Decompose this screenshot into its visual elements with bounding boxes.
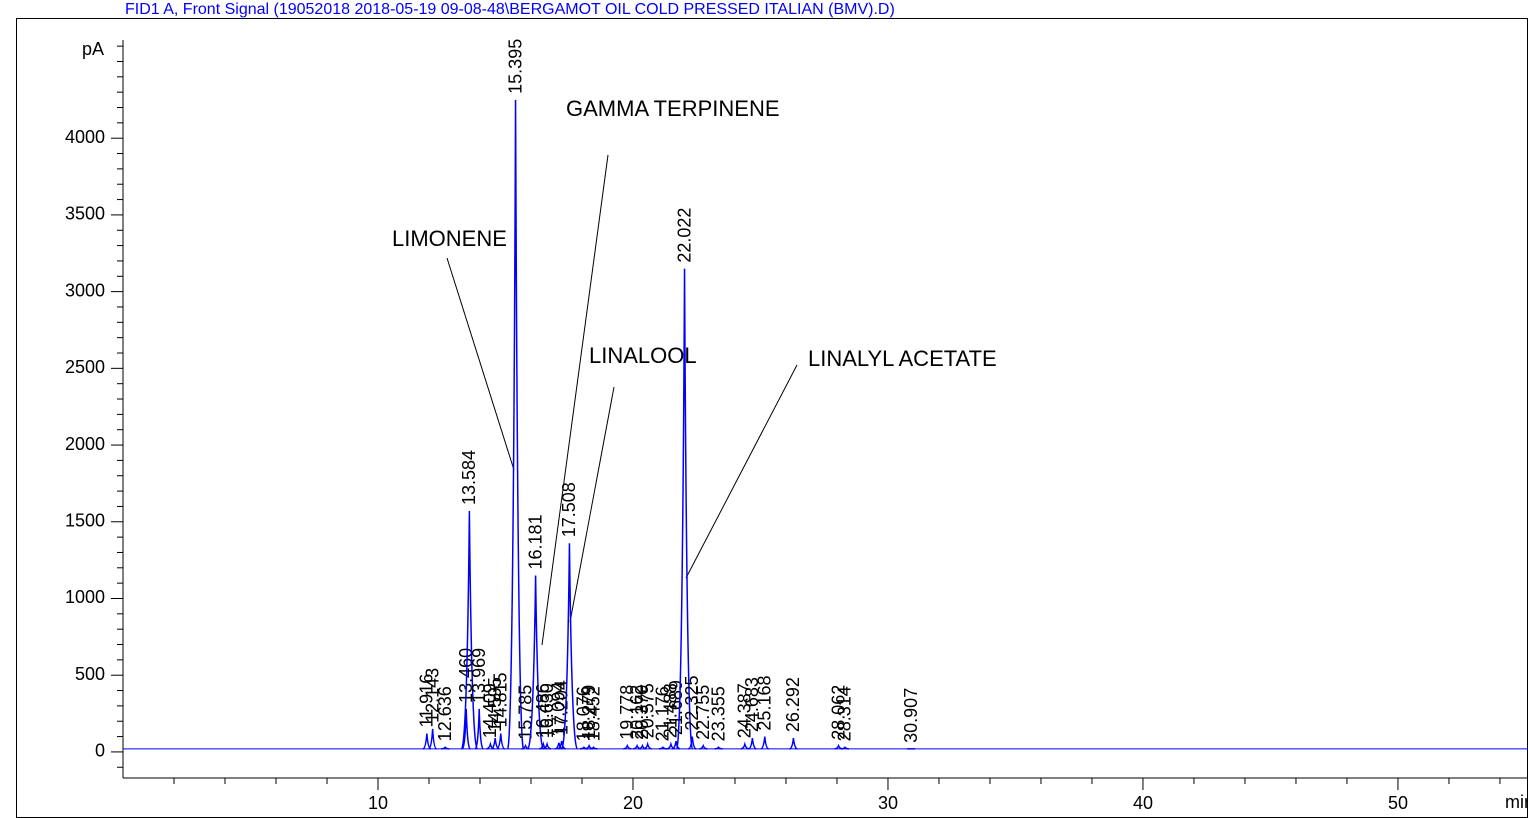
y-tick-label: 4000 <box>65 127 105 147</box>
peak <box>526 575 545 750</box>
peak <box>506 99 525 750</box>
annotation: LINALYL ACETATE <box>808 346 997 371</box>
x-tick-label: 50 <box>1388 793 1408 813</box>
peak-label: 14.409 <box>480 683 500 738</box>
peak-label: 14.815 <box>491 672 511 727</box>
peak <box>460 511 479 750</box>
peak <box>671 741 681 750</box>
peak-label: 17.204 <box>551 680 571 735</box>
peak-label: 28.062 <box>828 685 848 740</box>
x-tick-label: 20 <box>623 793 643 813</box>
peak-label: 28.314 <box>835 686 855 741</box>
y-tick-label: 2000 <box>65 434 105 454</box>
peak-label: 17.094 <box>549 682 569 737</box>
peak-label: 18.076 <box>574 686 594 741</box>
peak-label: 12.143 <box>422 668 442 723</box>
leader <box>685 364 798 579</box>
peak <box>554 742 563 750</box>
peak-label: 24.387 <box>735 683 755 738</box>
leader <box>541 154 609 646</box>
peak-label: 20.575 <box>637 683 657 738</box>
peak <box>557 741 566 750</box>
peak-label: 19.778 <box>617 685 637 740</box>
peak-label: 26.292 <box>783 677 803 732</box>
annotation: LINALOOL <box>589 343 697 368</box>
peak-label: 15.785 <box>515 685 535 740</box>
peak <box>658 746 667 750</box>
peak-label: 21.176 <box>653 686 673 741</box>
peak <box>789 738 798 750</box>
annotation-leaders <box>446 154 798 646</box>
annotation: GAMMA TERPINENE <box>566 96 780 121</box>
y-tick-label: 1500 <box>65 511 105 531</box>
chart-title: FID1 A, Front Signal (19052018 2018-05-1… <box>125 1 895 18</box>
peak <box>675 268 694 750</box>
peak-label: 13.969 <box>469 648 489 703</box>
peak <box>589 746 598 750</box>
peak <box>748 738 757 750</box>
y-tick-label: 3500 <box>65 204 105 224</box>
x-tick-label: 10 <box>368 793 388 813</box>
peak <box>542 741 552 750</box>
peak-label: 11.916 <box>417 674 437 728</box>
y-tick-label: 3000 <box>65 280 105 300</box>
peak-label: 20.370 <box>632 685 652 740</box>
peak-label: 18.452 <box>583 686 603 741</box>
peak <box>688 736 697 750</box>
peak <box>422 733 432 750</box>
peak <box>461 708 471 750</box>
peak-label: 21.488 <box>661 683 681 738</box>
x-tick-label: 40 <box>1133 793 1153 813</box>
peak <box>474 708 484 750</box>
peak-label: 16.630 <box>537 683 557 738</box>
peak-label: 15.395 <box>505 39 525 94</box>
y-tick-label: 2500 <box>65 357 105 377</box>
leader <box>569 386 615 623</box>
peak-label: 25.168 <box>755 676 775 731</box>
peak <box>496 733 506 750</box>
peak-label: 13.584 <box>459 450 479 505</box>
x-tick-label: 30 <box>878 793 898 813</box>
peak-label: 22.325 <box>682 676 702 731</box>
peak-label: 13.460 <box>456 648 476 703</box>
peak-label: 24.683 <box>742 677 762 732</box>
peak-label: 14.595 <box>485 677 505 732</box>
peak-label: 23.355 <box>708 686 728 741</box>
peak <box>560 543 579 750</box>
peak-label: 20.162 <box>627 685 647 740</box>
peak-label: 30.907 <box>901 688 921 743</box>
peak-label: 17.508 <box>559 482 579 537</box>
peak <box>428 728 437 750</box>
peak <box>740 741 749 750</box>
y-axis-label: pA <box>82 39 104 59</box>
peak <box>441 746 450 750</box>
peak <box>840 746 850 750</box>
x-axis-label: min <box>1505 792 1528 812</box>
peak <box>714 746 723 750</box>
peak <box>623 743 632 750</box>
y-tick-label: 500 <box>75 664 105 684</box>
peak-label: 12.636 <box>435 686 455 741</box>
peak-label: 16.486 <box>533 683 553 738</box>
annotation: LIMONENE <box>392 226 507 251</box>
y-tick-label: 1000 <box>65 587 105 607</box>
peak-label: 22.022 <box>674 208 694 263</box>
leader <box>446 257 515 471</box>
peak <box>643 741 652 750</box>
peak-label: 18.279 <box>579 685 599 740</box>
peak-label: 21.689 <box>666 680 686 735</box>
peak <box>760 736 769 750</box>
peak <box>699 743 708 750</box>
peak-label: 16.181 <box>525 514 545 569</box>
y-tick-label: 0 <box>95 741 105 761</box>
peak <box>539 741 548 750</box>
peak-label: 22.755 <box>693 685 713 740</box>
